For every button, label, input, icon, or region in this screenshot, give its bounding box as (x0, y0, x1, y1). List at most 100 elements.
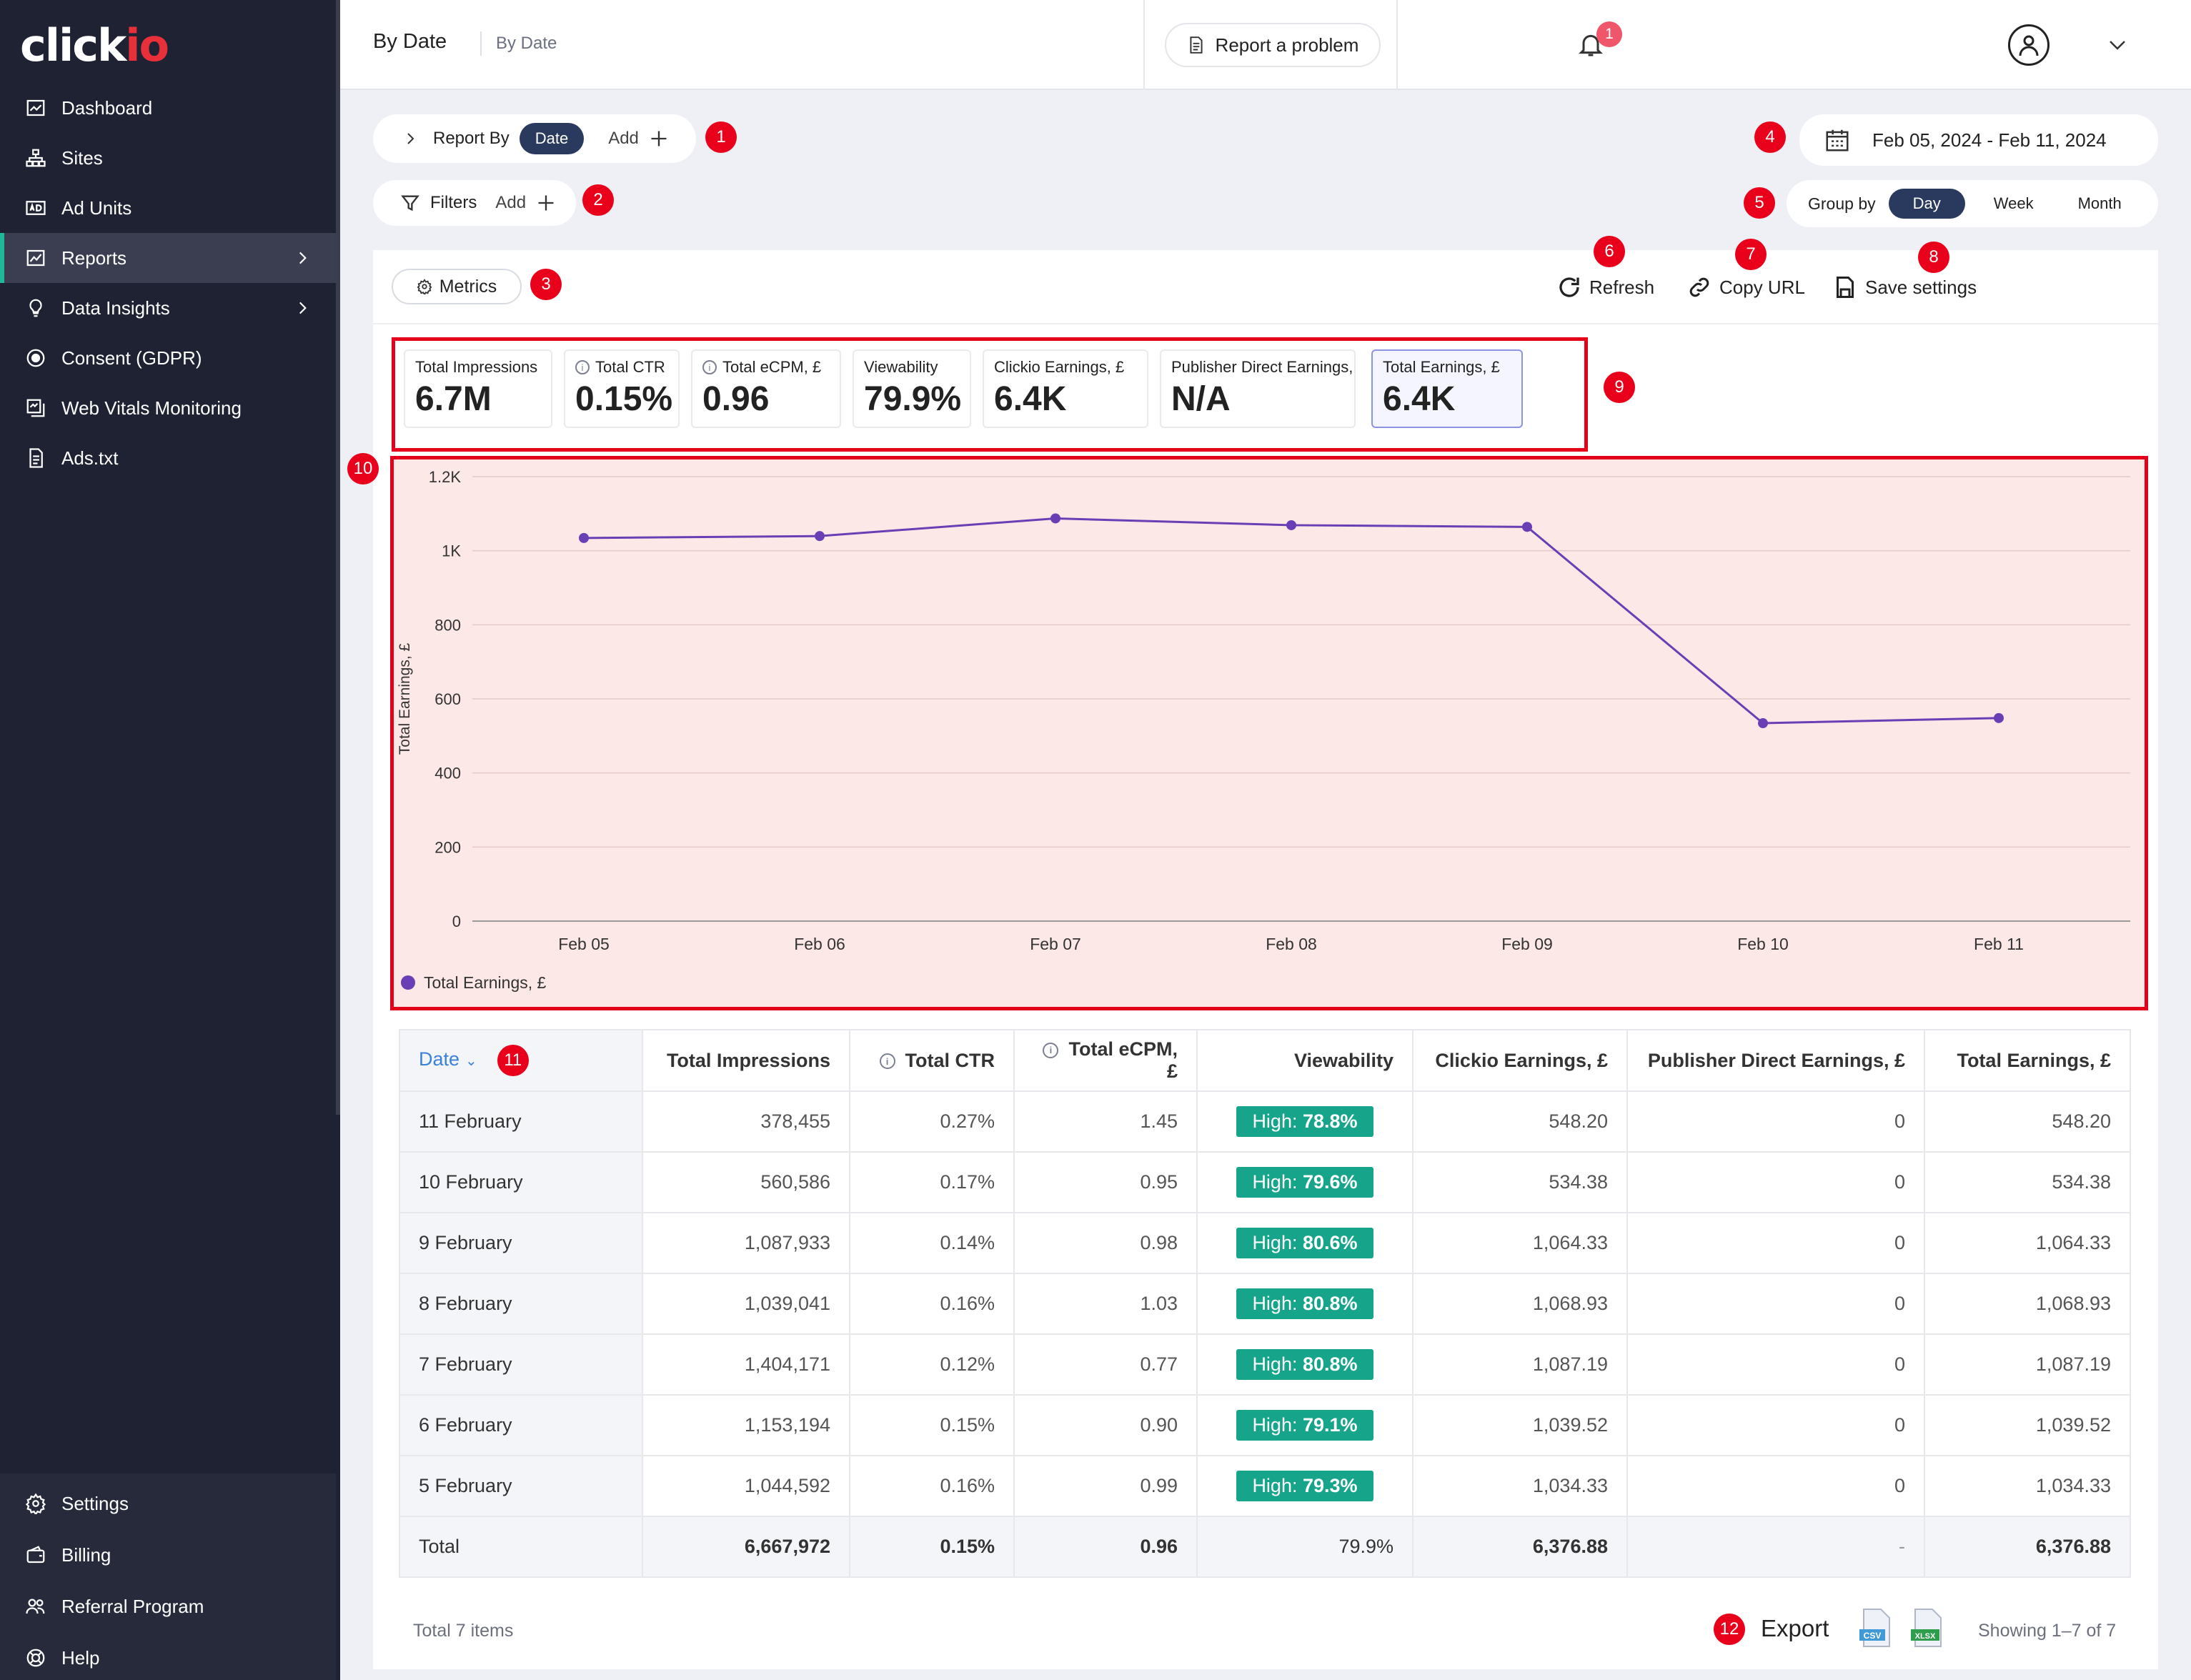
add-dimension-button[interactable]: Add (608, 129, 639, 148)
sidebar-item-ads-txt[interactable]: Ads.txt (0, 433, 336, 483)
kpi-total-earnings[interactable]: Total Earnings, £ 6.4K (1371, 349, 1523, 428)
group-day-option[interactable]: Day (1888, 189, 1965, 219)
sidebar-scrollbar[interactable] (336, 0, 340, 1115)
column-header-total-earnings[interactable]: Total Earnings, £ (1924, 1029, 2131, 1092)
column-header-publisher-direct[interactable]: Publisher Direct Earnings, £ (1626, 1029, 1925, 1092)
info-icon[interactable]: i (702, 360, 717, 374)
table-row[interactable]: 10 February 560,586 0.17% 0.95 High: 79.6% 53… (399, 1151, 2131, 1213)
kpi-total-ctr[interactable]: i Total CTR 0.15% (564, 349, 680, 428)
table-cell: 0 (1626, 1273, 1925, 1335)
report-by-date-chip[interactable]: Date (519, 123, 585, 154)
report-panel: Metrics 3 6 Refresh 7 Copy URL 8 Save se… (347, 236, 2158, 1669)
filters-label[interactable]: Filters (430, 193, 477, 212)
group-week-option[interactable]: Week (1993, 194, 2034, 212)
y-tick-label: 600 (434, 690, 461, 708)
date-range-picker[interactable]: Feb 05, 2024 - Feb 11, 2024 (1799, 114, 2158, 166)
copy-url-button[interactable]: Copy URL (1686, 274, 1805, 300)
sidebar-item-help[interactable]: Help (0, 1632, 336, 1680)
table-row[interactable]: 11 February 378,455 0.27% 1.45 High: 78.8% 54… (399, 1090, 2131, 1153)
total-cell: 6,667,972 (642, 1516, 850, 1578)
kpi-label: Total Impressions (415, 358, 538, 376)
group-month-option[interactable]: Month (2077, 194, 2122, 212)
table-cell: 11 February (399, 1090, 643, 1153)
earnings-line-chart[interactable]: 0 200 400 600 800 1K 1.2K Feb 05 Feb 06 Feb 07 Feb… (394, 459, 2145, 1007)
sidebar-item-label: Reports (61, 247, 127, 269)
link-icon (1689, 277, 1709, 297)
sidebar-item-web-vitals[interactable]: Web Vitals Monitoring (0, 383, 336, 433)
sidebar-item-reports[interactable]: Reports (0, 233, 336, 283)
kpi-value: 6.7M (415, 380, 492, 418)
plus-icon[interactable] (649, 129, 669, 149)
sidebar-item-label: Ad Units (61, 197, 132, 219)
sidebar-item-sites[interactable]: Sites (0, 133, 336, 183)
info-icon[interactable]: i (1043, 1042, 1059, 1058)
legend-swatch (401, 975, 415, 990)
column-header-date[interactable]: Date ⌄ 11 (399, 1029, 643, 1092)
avatar[interactable] (2008, 24, 2050, 66)
add-filter-button[interactable]: Add (495, 193, 527, 212)
sidebar-item-ad-units[interactable]: Ad Units (0, 183, 336, 233)
info-icon[interactable]: i (575, 360, 590, 374)
column-header-impressions[interactable]: Total Impressions (642, 1029, 850, 1092)
column-header-ctr[interactable]: i Total CTR (849, 1029, 1015, 1092)
table-row[interactable]: 6 February 1,153,194 0.15% 0.90 High: 79.1% 1… (399, 1394, 2131, 1456)
date-range-text: Feb 05, 2024 - Feb 11, 2024 (1872, 129, 2107, 151)
xlsx-file-icon[interactable]: XLSX (1909, 1608, 1944, 1648)
kpi-viewability[interactable]: Viewability 79.9% (853, 349, 971, 428)
chevron-right-icon (299, 252, 307, 264)
total-cell: 6,376.88 (1924, 1516, 2131, 1578)
table-row[interactable]: 9 February 1,087,933 0.14% 0.98 High: 80.6% 1… (399, 1212, 2131, 1274)
sidebar-item-billing[interactable]: Billing (0, 1529, 336, 1581)
table-cell: 10 February (399, 1151, 643, 1213)
x-tick-label: Feb 11 (1974, 935, 2024, 953)
column-header-clickio-earnings[interactable]: Clickio Earnings, £ (1412, 1029, 1628, 1092)
chevron-down-icon[interactable] (2105, 34, 2130, 56)
marker-9: 9 (1604, 372, 1635, 403)
kpi-total-ecpm[interactable]: i Total eCPM, £ 0.96 (691, 349, 841, 428)
sidebar-item-settings[interactable]: Settings (0, 1478, 336, 1529)
sidebar-item-data-insights[interactable]: Data Insights (0, 283, 336, 333)
plus-icon[interactable] (536, 193, 556, 213)
report-by-label: Report By (433, 129, 510, 148)
chevron-right-icon[interactable] (402, 129, 419, 149)
table-cell: 8 February (399, 1273, 643, 1335)
table-cell: 1,039.52 (1412, 1394, 1628, 1456)
column-header-viewability[interactable]: Viewability (1196, 1029, 1414, 1092)
metrics-button[interactable]: Metrics (392, 269, 522, 304)
table-cell: 1,087.19 (1412, 1333, 1628, 1396)
save-settings-button[interactable]: Save settings (1832, 274, 1977, 300)
info-icon[interactable]: i (879, 1053, 895, 1070)
kpi-total-impressions[interactable]: Total Impressions 6.7M (404, 349, 552, 428)
kpi-value: N/A (1171, 380, 1231, 418)
marker-10: 10 (347, 453, 379, 484)
sidebar-item-consent[interactable]: Consent (GDPR) (0, 333, 336, 383)
sidebar-item-referral[interactable]: Referral Program (0, 1581, 336, 1632)
gear-icon (417, 279, 432, 294)
table-row[interactable]: 8 February 1,039,041 0.16% 1.03 High: 80.8% 1… (399, 1273, 2131, 1335)
table-cell: 5 February (399, 1455, 643, 1517)
kpi-publisher-direct-earnings[interactable]: Publisher Direct Earnings, £ N/A (1160, 349, 1356, 428)
table-cell: 1,044,592 (642, 1455, 850, 1517)
column-header-ecpm[interactable]: i Total eCPM, £ (1013, 1029, 1198, 1092)
table-cell: High: 79.1% (1196, 1394, 1414, 1456)
kpi-value: 0.15% (575, 380, 673, 418)
sidebar-item-dashboard[interactable]: Dashboard (0, 83, 336, 133)
top-bar: By Date By Date Report a problem 1 (340, 0, 2191, 90)
marker-6: 6 (1594, 236, 1625, 267)
table-cell: 0.90 (1013, 1394, 1198, 1456)
metrics-label: Metrics (439, 276, 497, 297)
breadcrumb[interactable]: By Date (480, 31, 557, 56)
marker-11: 11 (497, 1045, 529, 1076)
kpi-clickio-earnings[interactable]: Clickio Earnings, £ 6.4K (983, 349, 1148, 428)
marker-3: 3 (530, 269, 562, 300)
clickio-logo[interactable]: click io (20, 19, 169, 71)
table-row[interactable]: 7 February 1,404,171 0.12% 0.77 High: 80.8% 1… (399, 1333, 2131, 1396)
table-row[interactable]: 5 February 1,044,592 0.16% 0.99 High: 79.3% 1… (399, 1455, 2131, 1517)
csv-file-icon[interactable]: CSV (1858, 1608, 1892, 1648)
refresh-button[interactable]: Refresh (1556, 274, 1654, 300)
x-tick-label: Feb 09 (1501, 935, 1553, 953)
monitor-icon (24, 397, 47, 419)
bell-icon[interactable] (1576, 29, 1605, 60)
chevron-right-icon (299, 302, 307, 314)
report-problem-button[interactable]: Report a problem (1165, 23, 1381, 67)
